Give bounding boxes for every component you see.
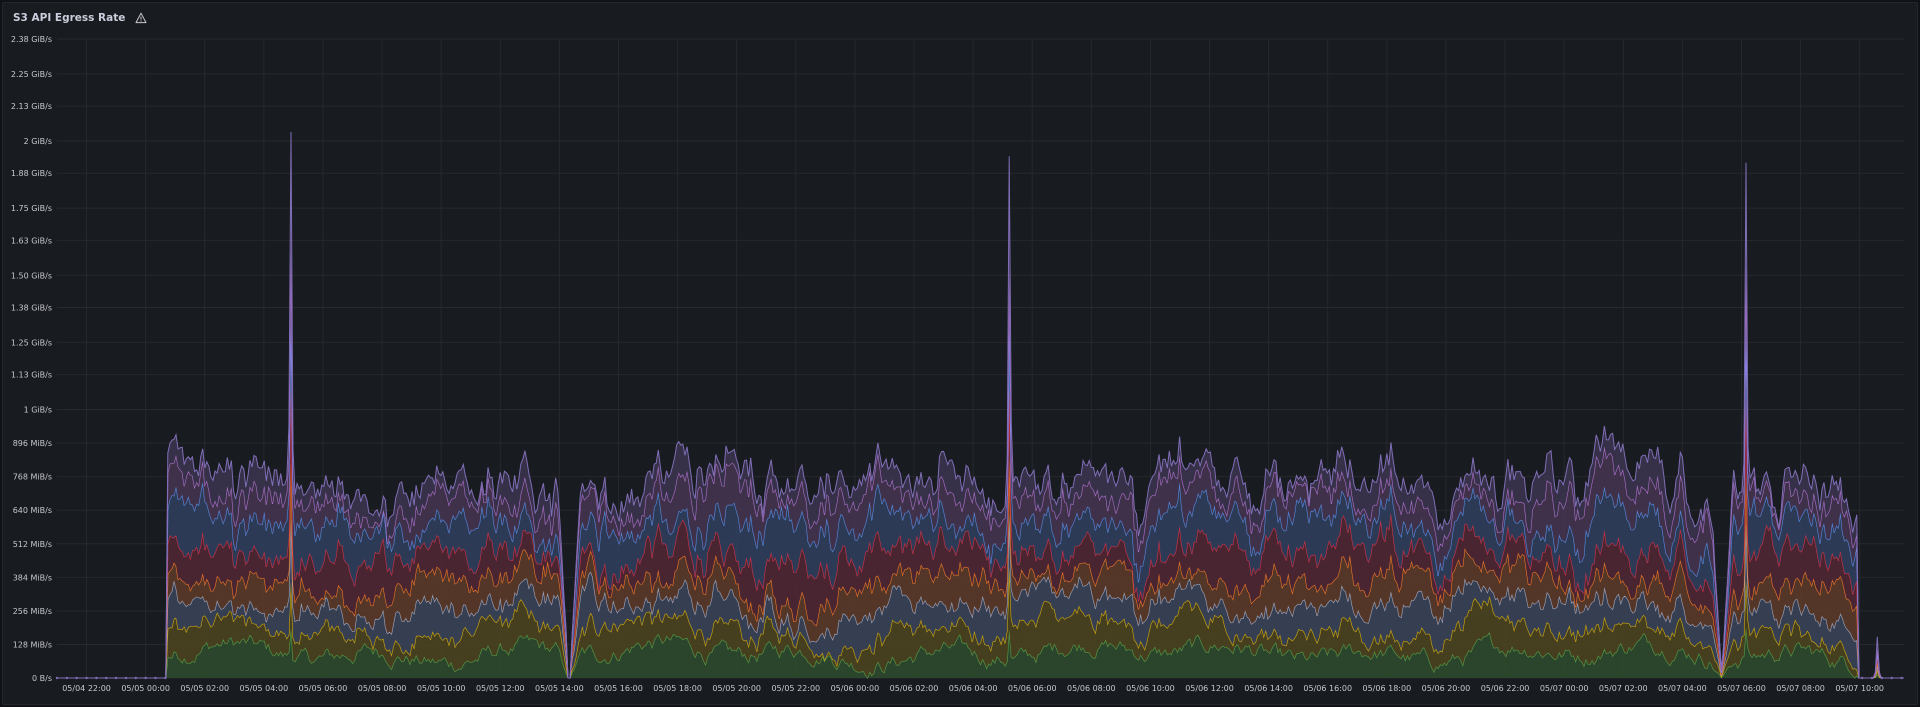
x-tick-label: 05/05 16:00	[594, 684, 643, 693]
x-tick-label: 05/05 10:00	[417, 684, 466, 693]
panel-title: S3 API Egress Rate	[13, 12, 126, 24]
x-tick-label: 05/05 04:00	[240, 684, 289, 693]
x-tick-label: 05/07 04:00	[1658, 684, 1707, 693]
y-tick-label: 1.38 GiB/s	[11, 303, 52, 312]
x-tick-label: 05/07 00:00	[1540, 684, 1589, 693]
baseline-point	[75, 676, 78, 680]
x-tick-label: 05/06 10:00	[1126, 684, 1175, 693]
baseline-point	[1870, 676, 1874, 680]
x-tick-label: 05/05 08:00	[358, 684, 407, 693]
baseline-point	[144, 676, 147, 680]
x-tick-label: 05/05 14:00	[535, 684, 584, 693]
series-area-7	[57, 132, 1904, 678]
y-tick-label: 1.50 GiB/s	[11, 271, 52, 280]
x-tick-label: 05/06 18:00	[1363, 684, 1412, 693]
baseline-point	[134, 676, 138, 680]
x-tick-label: 05/06 16:00	[1303, 684, 1352, 693]
series-line-7[interactable]	[57, 131, 1904, 679]
baseline-point	[114, 676, 118, 680]
baseline-point	[154, 676, 157, 680]
baseline-point	[164, 676, 167, 680]
x-tick-label: 05/05 00:00	[121, 684, 170, 693]
series-area-5	[57, 311, 1904, 678]
x-tick-label: 05/06 02:00	[890, 684, 939, 693]
series-area-2	[57, 515, 1904, 678]
y-tick-label: 1.75 GiB/s	[11, 204, 52, 213]
y-tick-label: 896 MiB/s	[13, 439, 52, 448]
x-tick-label: 05/05 02:00	[180, 684, 229, 693]
baseline-point	[124, 676, 128, 680]
y-tick-label: 2.25 GiB/s	[11, 70, 52, 79]
y-tick-label: 384 MiB/s	[13, 573, 52, 582]
x-tick-label: 05/07 02:00	[1599, 684, 1648, 693]
baseline-point	[95, 676, 98, 680]
series-area-1	[57, 568, 1904, 678]
y-tick-label: 2 GiB/s	[24, 137, 52, 146]
y-tick-label: 256 MiB/s	[13, 607, 52, 616]
baseline-point	[65, 676, 69, 680]
x-tick-label: 05/06 14:00	[1244, 684, 1293, 693]
x-tick-label: 05/07 06:00	[1717, 684, 1766, 693]
x-tick-label: 05/04 22:00	[62, 684, 111, 693]
y-tick-label: 1 GiB/s	[24, 406, 52, 415]
x-tick-label: 05/06 08:00	[1067, 684, 1116, 693]
x-tick-label: 05/05 06:00	[299, 684, 348, 693]
x-tick-label: 05/07 08:00	[1776, 684, 1825, 693]
y-tick-label: 768 MiB/s	[13, 473, 52, 482]
y-tick-label: 1.13 GiB/s	[11, 371, 52, 380]
x-tick-label: 05/05 20:00	[712, 684, 761, 693]
x-tick-label: 05/06 22:00	[1481, 684, 1530, 693]
x-tick-label: 05/05 12:00	[476, 684, 525, 693]
y-tick-label: 1.63 GiB/s	[11, 236, 52, 245]
x-tick-label: 05/06 06:00	[1008, 684, 1057, 693]
y-tick-label: 512 MiB/s	[13, 540, 52, 549]
y-tick-label: 2.38 GiB/s	[11, 35, 52, 44]
baseline-point	[85, 676, 88, 680]
y-tick-label: 0 B/s	[32, 674, 52, 683]
baseline-point	[1860, 676, 1864, 680]
x-tick-label: 05/05 18:00	[653, 684, 702, 693]
y-tick-label: 1.25 GiB/s	[11, 338, 52, 347]
baseline-point	[105, 676, 108, 680]
stacked-areas	[57, 131, 1904, 680]
baseline-point	[1890, 676, 1893, 680]
x-tick-label: 05/06 00:00	[831, 684, 880, 693]
x-tick-label: 05/06 20:00	[1422, 684, 1471, 693]
y-tick-label: 640 MiB/s	[13, 506, 52, 515]
x-tick-label: 05/07 10:00	[1835, 684, 1884, 693]
baseline-point	[1880, 676, 1884, 680]
x-tick-label: 05/06 04:00	[949, 684, 998, 693]
y-tick-label: 1.88 GiB/s	[11, 169, 52, 178]
y-tick-label: 2.13 GiB/s	[11, 102, 52, 111]
warning-triangle-icon[interactable]	[135, 12, 147, 24]
x-tick-label: 05/06 12:00	[1185, 684, 1234, 693]
y-tick-label: 128 MiB/s	[13, 640, 52, 649]
baseline-point	[1900, 676, 1903, 680]
panel-header[interactable]: S3 API Egress Rate	[3, 3, 1917, 33]
baseline-point	[55, 676, 59, 680]
x-tick-label: 05/05 22:00	[771, 684, 820, 693]
